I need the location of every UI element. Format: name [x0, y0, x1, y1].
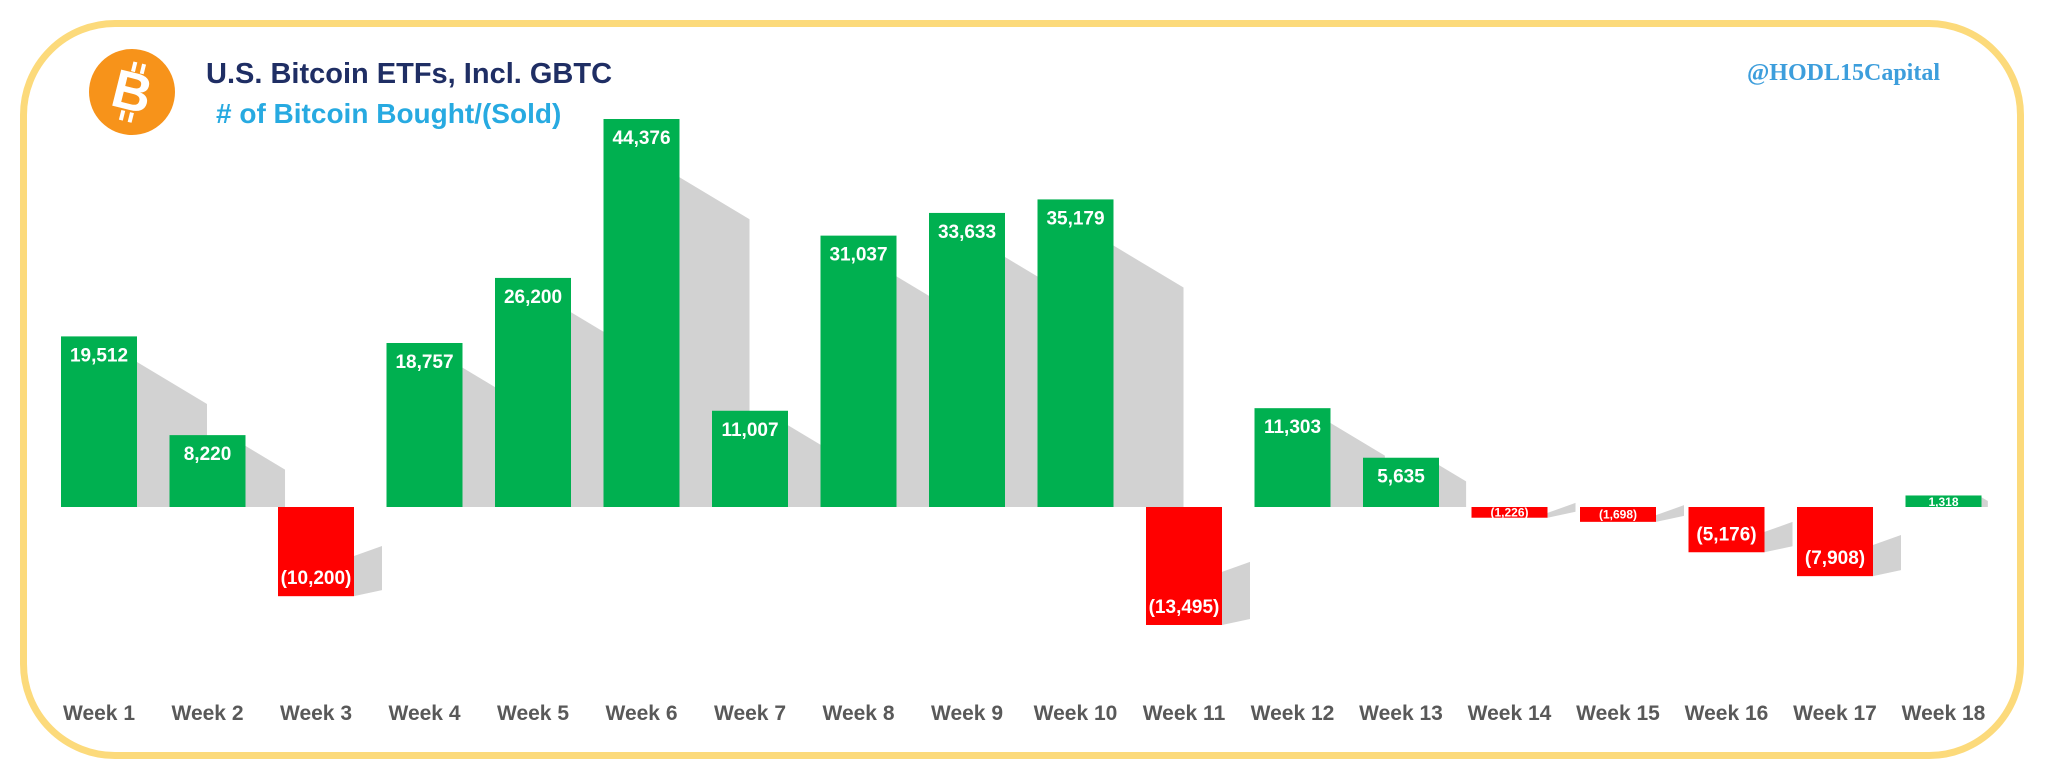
bar-shadow	[1981, 497, 1988, 507]
bar-value-label: 5,635	[1377, 467, 1425, 488]
bar	[712, 410, 788, 507]
bar	[820, 235, 897, 507]
bar-shadow	[1873, 535, 1901, 577]
bar-value-label: 35,179	[1046, 208, 1104, 229]
x-axis-tick-label: Week 16	[1685, 702, 1769, 725]
bar-value-label: 11,303	[1264, 417, 1321, 438]
x-axis-tick-label: Week 1	[63, 702, 135, 725]
bar-shadow	[1439, 465, 1467, 507]
x-axis-tick-label: Week 3	[280, 702, 352, 725]
bar-value-labels: 19,512 8,220 (10,200) 18,757 26,200 44,376 11,…	[70, 128, 1959, 618]
bar	[386, 342, 463, 507]
bar	[1797, 507, 1873, 577]
bar	[61, 336, 137, 507]
bar-value-label: 1,318	[1928, 495, 1958, 509]
source-handle: @HODL15Capital	[1746, 60, 1940, 86]
bar-value-label: 31,037	[829, 245, 887, 266]
bar	[278, 507, 354, 597]
bar-value-label: (7,908)	[1805, 548, 1865, 569]
x-axis-tick-label: Week 4	[389, 702, 461, 725]
bars	[61, 119, 1982, 625]
x-axis-tick-label: Week 10	[1034, 702, 1118, 725]
bar	[1688, 507, 1765, 553]
x-axis-tick-label: Week 17	[1793, 702, 1877, 725]
bar	[1905, 495, 1982, 507]
bar	[169, 435, 246, 507]
bar-value-label: (5,176)	[1696, 524, 1756, 545]
x-axis-tick-label: Week 2	[172, 702, 244, 725]
bar-value-label: (13,495)	[1149, 597, 1220, 618]
bar-value-label: 19,512	[70, 345, 128, 366]
chart-subtitle: # of Bitcoin Bought/(Sold)	[216, 98, 562, 129]
bar-shadow	[354, 546, 382, 597]
bar	[603, 119, 680, 507]
x-axis-tick-label: Week 13	[1359, 702, 1443, 725]
bar	[1580, 507, 1656, 522]
x-axis-tick-label: Week 12	[1251, 702, 1335, 725]
bar-value-label: 26,200	[504, 287, 562, 308]
bar-shadow	[1222, 561, 1250, 625]
bar-value-label: 8,220	[184, 444, 232, 465]
bar-value-label: 44,376	[612, 128, 670, 149]
chart-title: U.S. Bitcoin ETFs, Incl. GBTC	[206, 58, 613, 90]
bar-shadow	[1547, 502, 1576, 518]
x-axis-tick-label: Week 14	[1468, 702, 1552, 725]
bar	[1037, 199, 1114, 508]
bar-value-label: 18,757	[395, 352, 453, 373]
bar-value-label: 33,633	[938, 222, 996, 243]
x-axis-tick-label: Week 6	[606, 702, 678, 725]
x-axis-tick-label: Week 11	[1143, 702, 1226, 725]
x-axis-tick-label: Week 7	[714, 702, 786, 725]
bar-value-label: (10,200)	[281, 568, 352, 589]
bar-shadow	[1656, 505, 1684, 522]
bitcoin-logo-circle	[89, 49, 175, 135]
bar-value-label: (1,698)	[1599, 507, 1637, 521]
x-axis-tick-label: Week 9	[931, 702, 1003, 725]
bar-shadow	[245, 445, 286, 507]
bar	[1146, 507, 1222, 625]
bar	[1254, 408, 1331, 507]
bar-shadow	[1764, 521, 1793, 553]
bar	[495, 277, 571, 507]
x-axis-tick-label: Week 5	[497, 702, 569, 725]
x-axis-tick-label: Week 8	[823, 702, 895, 725]
bar-value-label: 11,007	[721, 420, 778, 441]
x-axis-labels: Week 1 Week 2 Week 3 Week 4 Week 5 Week 6 Week…	[63, 702, 1986, 725]
bar	[929, 212, 1005, 508]
bar	[1471, 507, 1548, 518]
bar	[1363, 457, 1439, 507]
x-axis-tick-label: Week 15	[1576, 702, 1660, 725]
x-axis-tick-label: Week 18	[1902, 702, 1986, 725]
bitcoin-logo-icon: B	[88, 48, 176, 136]
bar-shadow	[1113, 245, 1184, 507]
bar-value-label: (1,226)	[1490, 505, 1528, 519]
